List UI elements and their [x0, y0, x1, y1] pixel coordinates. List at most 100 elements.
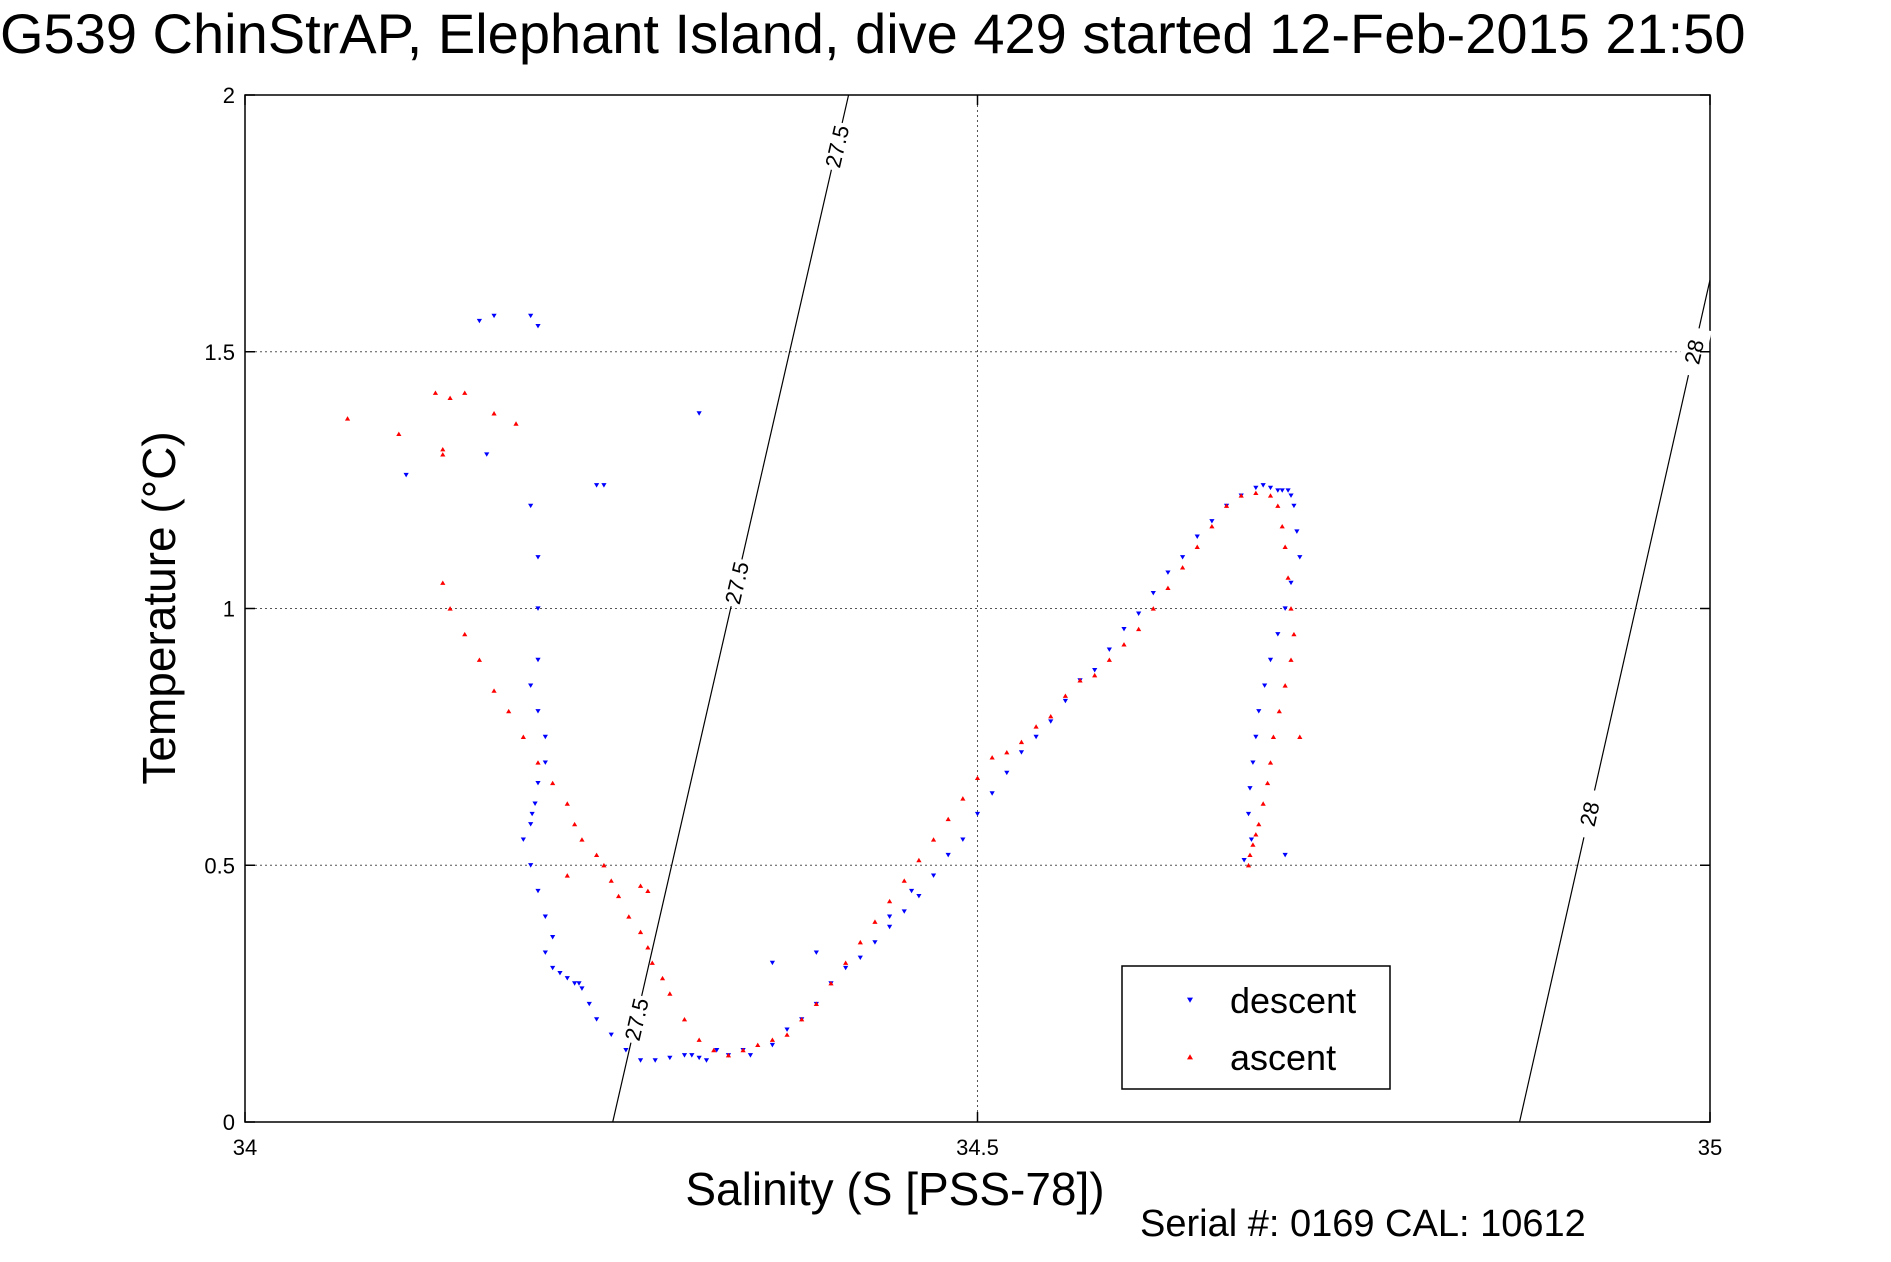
- descent-point: [1004, 770, 1010, 776]
- ascent-point: [645, 888, 651, 894]
- ascent-point: [1282, 683, 1288, 688]
- y-tick-label: 0.5: [204, 853, 235, 878]
- contour-label-bg: [618, 992, 655, 1046]
- descent-point: [681, 1053, 688, 1058]
- descent-point: [1253, 485, 1259, 491]
- descent-point: [528, 313, 534, 319]
- ascent-point: [1165, 585, 1171, 591]
- ascent-point: [1077, 678, 1083, 683]
- legend-label-descent: descent: [1230, 980, 1356, 1021]
- legend-ascent-marker-shape: [1187, 1054, 1193, 1060]
- ascent-point: [1180, 565, 1186, 570]
- ascent-point: [476, 657, 482, 662]
- ascent-point: [960, 796, 966, 801]
- ascent-point: [1136, 626, 1142, 632]
- ascent-point: [491, 688, 497, 693]
- descent-point: [689, 1053, 695, 1058]
- descent-point: [542, 760, 548, 765]
- ascent-point: [1285, 575, 1291, 580]
- ascent-point: [887, 898, 893, 904]
- descent-point: [945, 852, 951, 858]
- descent-point: [1275, 488, 1281, 493]
- ascent-point: [1245, 862, 1252, 868]
- ascent-point: [740, 1047, 746, 1053]
- descent-point: [960, 837, 966, 842]
- descent-point: [403, 472, 409, 478]
- ascent-point: [506, 708, 512, 714]
- density-contour-line: [1518, 279, 1710, 1122]
- ascent-point: [1238, 493, 1244, 498]
- descent-point: [1275, 632, 1281, 637]
- ascent-point: [535, 760, 541, 765]
- descent-point: [769, 960, 775, 966]
- descent-point: [586, 1001, 592, 1007]
- descent-point: [542, 734, 548, 740]
- descent-point: [572, 981, 578, 986]
- ascent-point: [725, 1052, 732, 1058]
- ascent-point: [696, 1037, 702, 1042]
- descent-point: [528, 683, 534, 688]
- descent-point: [1018, 750, 1025, 755]
- ascent-point: [447, 395, 453, 401]
- ascent-point: [989, 755, 995, 760]
- descent-point: [1165, 570, 1171, 575]
- descent-point: [843, 965, 849, 971]
- ascent-point: [440, 580, 446, 585]
- ascent-point: [1253, 490, 1259, 496]
- descent-point: [916, 893, 922, 899]
- descent-point: [1247, 786, 1253, 791]
- ascent-point: [608, 878, 614, 883]
- legend-descent-marker-shape: [1187, 997, 1193, 1003]
- descent-point: [535, 888, 541, 894]
- descent-point: [594, 1017, 600, 1022]
- descent-point: [1294, 529, 1300, 534]
- descent-point: [1092, 668, 1098, 673]
- x-tick-label: 35: [1698, 1135, 1722, 1160]
- descent-point: [1267, 485, 1274, 491]
- descent-point: [1150, 591, 1156, 596]
- descent-point: [747, 1053, 754, 1058]
- ascent-point: [1209, 524, 1215, 529]
- ascent-point: [784, 1032, 790, 1037]
- descent-point: [1048, 719, 1054, 724]
- descent-point: [1209, 519, 1215, 524]
- descent-point: [1180, 555, 1186, 560]
- ascent-point: [974, 775, 981, 781]
- legend: descent ascent: [1121, 965, 1391, 1090]
- descent-point: [887, 924, 893, 930]
- ascent-point: [1297, 734, 1303, 739]
- ascent-point: [945, 816, 951, 822]
- descent-point: [652, 1058, 658, 1063]
- descent-point: [520, 837, 526, 842]
- descent-point: [1267, 657, 1274, 663]
- x-axis-label: Salinity (S [PSS-78]): [685, 1163, 1104, 1215]
- descent-point: [576, 981, 582, 986]
- descent-point: [476, 318, 482, 324]
- ascent-point: [1275, 503, 1281, 508]
- ascent-point: [828, 981, 834, 986]
- descent-point: [535, 709, 541, 714]
- density-contours: [612, 95, 1710, 1122]
- x-tick-label: 34.5: [956, 1135, 999, 1160]
- ascent-point: [344, 416, 351, 421]
- ascent-point: [564, 801, 570, 806]
- chart-title: G539 ChinStrAP, Elephant Island, dive 42…: [0, 2, 1746, 65]
- ascent-point: [930, 837, 937, 842]
- descent-point: [542, 950, 548, 955]
- ascent-point: [594, 852, 600, 858]
- ascent-point: [1288, 606, 1294, 611]
- contour-label-bg: [1571, 787, 1608, 841]
- ascent-point: [447, 606, 453, 611]
- descent-point: [1121, 626, 1127, 632]
- y-tick-label: 2: [223, 83, 235, 108]
- descent-point: [535, 555, 541, 560]
- ascent-point: [681, 1016, 688, 1022]
- ascent-point: [432, 390, 439, 395]
- descent-point: [564, 976, 570, 981]
- legend-box: [1121, 965, 1391, 1090]
- ascent-point: [637, 883, 644, 888]
- ascent-point: [872, 919, 878, 924]
- contour-label-bg: [1675, 325, 1712, 379]
- descent-point: [857, 955, 863, 961]
